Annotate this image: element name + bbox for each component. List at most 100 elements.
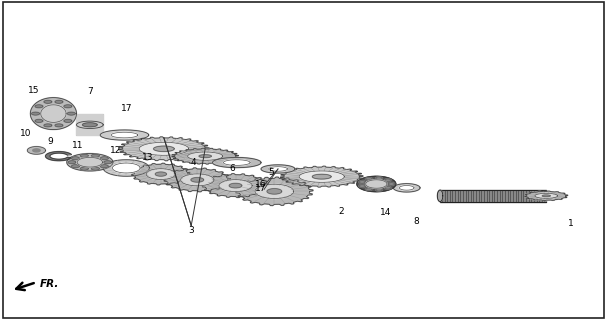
- Polygon shape: [365, 178, 372, 180]
- Polygon shape: [365, 180, 387, 188]
- Polygon shape: [55, 100, 63, 103]
- Polygon shape: [55, 124, 63, 127]
- Polygon shape: [92, 167, 100, 170]
- Polygon shape: [76, 121, 103, 129]
- Text: 7: 7: [87, 87, 93, 96]
- Polygon shape: [357, 176, 396, 192]
- Polygon shape: [118, 137, 209, 161]
- Text: 12: 12: [110, 146, 121, 155]
- Polygon shape: [191, 178, 203, 182]
- Text: 2: 2: [338, 207, 344, 216]
- Polygon shape: [64, 105, 72, 108]
- Polygon shape: [139, 142, 189, 155]
- Polygon shape: [202, 174, 269, 197]
- Polygon shape: [35, 105, 43, 108]
- Polygon shape: [357, 176, 396, 192]
- Polygon shape: [212, 157, 261, 168]
- Text: 3: 3: [188, 226, 194, 235]
- Text: 8: 8: [413, 217, 419, 226]
- Polygon shape: [67, 154, 113, 171]
- Polygon shape: [229, 183, 242, 188]
- Polygon shape: [261, 165, 295, 173]
- Polygon shape: [155, 172, 166, 176]
- Text: 4: 4: [190, 158, 196, 167]
- Polygon shape: [80, 154, 88, 157]
- Polygon shape: [41, 105, 66, 122]
- Polygon shape: [181, 174, 214, 186]
- Text: 16: 16: [256, 180, 266, 188]
- Text: 11: 11: [72, 141, 83, 150]
- Polygon shape: [104, 161, 112, 164]
- Polygon shape: [72, 165, 80, 168]
- Polygon shape: [280, 166, 363, 187]
- Polygon shape: [313, 174, 331, 179]
- Polygon shape: [172, 148, 239, 164]
- Text: 17: 17: [121, 104, 132, 113]
- Polygon shape: [64, 119, 72, 122]
- Polygon shape: [255, 184, 294, 198]
- Polygon shape: [92, 154, 100, 157]
- Polygon shape: [365, 188, 372, 190]
- Text: 5: 5: [268, 168, 274, 177]
- Polygon shape: [399, 186, 414, 190]
- Polygon shape: [542, 195, 550, 197]
- Polygon shape: [359, 181, 365, 183]
- Polygon shape: [46, 152, 72, 161]
- Polygon shape: [269, 167, 287, 171]
- Polygon shape: [146, 169, 175, 180]
- Polygon shape: [30, 98, 76, 130]
- Text: 15: 15: [28, 86, 39, 95]
- Polygon shape: [385, 179, 391, 181]
- Text: 10: 10: [21, 129, 32, 138]
- Polygon shape: [365, 180, 387, 188]
- Polygon shape: [376, 177, 382, 180]
- Text: 6: 6: [229, 164, 235, 173]
- Polygon shape: [103, 160, 149, 176]
- Polygon shape: [393, 184, 420, 192]
- Polygon shape: [164, 168, 231, 192]
- Polygon shape: [299, 171, 344, 182]
- Polygon shape: [367, 180, 386, 188]
- Polygon shape: [67, 112, 75, 115]
- Polygon shape: [440, 190, 546, 202]
- Polygon shape: [359, 185, 365, 187]
- Polygon shape: [376, 188, 382, 191]
- Polygon shape: [68, 161, 76, 164]
- Text: 1: 1: [568, 219, 574, 228]
- Polygon shape: [83, 123, 97, 127]
- Text: FR.: FR.: [39, 279, 59, 289]
- Polygon shape: [33, 149, 40, 152]
- Polygon shape: [132, 163, 190, 185]
- Polygon shape: [77, 157, 103, 167]
- Polygon shape: [44, 100, 52, 103]
- Polygon shape: [385, 187, 391, 189]
- Text: 14: 14: [380, 208, 391, 217]
- Polygon shape: [219, 180, 253, 192]
- Polygon shape: [41, 105, 66, 122]
- Text: 13: 13: [143, 153, 154, 162]
- Text: 17: 17: [256, 184, 266, 193]
- Polygon shape: [100, 157, 108, 160]
- Polygon shape: [44, 124, 52, 127]
- Polygon shape: [111, 132, 138, 138]
- Polygon shape: [112, 163, 140, 173]
- Polygon shape: [154, 146, 174, 151]
- Polygon shape: [77, 157, 103, 167]
- Polygon shape: [438, 190, 443, 202]
- Polygon shape: [267, 189, 282, 194]
- Polygon shape: [32, 112, 39, 115]
- Polygon shape: [72, 157, 80, 160]
- Polygon shape: [76, 114, 103, 135]
- Polygon shape: [80, 167, 88, 170]
- Polygon shape: [100, 165, 108, 168]
- Polygon shape: [27, 147, 46, 154]
- Polygon shape: [388, 183, 395, 185]
- Polygon shape: [223, 160, 250, 165]
- Polygon shape: [35, 119, 43, 122]
- Text: 9: 9: [47, 137, 53, 146]
- Polygon shape: [199, 155, 211, 158]
- Polygon shape: [236, 177, 313, 206]
- Polygon shape: [535, 193, 558, 198]
- Polygon shape: [100, 130, 149, 140]
- Polygon shape: [188, 152, 223, 160]
